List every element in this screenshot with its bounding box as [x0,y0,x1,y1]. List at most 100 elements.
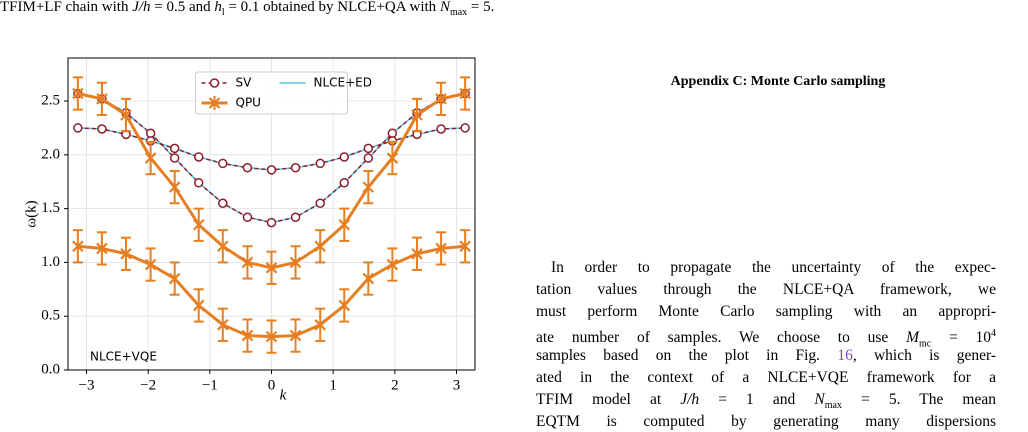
y-axis-label: ω(k) [23,200,39,227]
point-marker [209,78,220,88]
math-sup: 4 [991,328,996,339]
x-tick-label: −3 [79,377,95,393]
annotation: NLCE+VQE [90,350,157,364]
caption-math: J/h [132,0,151,15]
point-marker [120,109,132,121]
caption-math: N [439,0,450,15]
y-tick-label: 2.5 [41,92,60,108]
legend-label: QPU [236,96,261,110]
point-marker [96,242,108,255]
text-line: TFIM model at J/h = 1 and Nmax = 5. The … [536,390,996,416]
point-marker [362,181,375,193]
text-line: must perform Monte Carlo sampling with a… [536,302,996,322]
x-tick-label: 3 [453,377,461,393]
point-marker [169,153,180,163]
point-marker [363,153,374,163]
math: N [814,391,825,408]
point-marker [411,248,423,260]
section-heading: Appendix C: Monte Carlo sampling [670,74,886,89]
point-marker [72,240,84,253]
x-tick-label: 2 [391,377,399,393]
text: EQTM is computed by generating many disp… [536,413,996,430]
point-marker [314,240,326,253]
legend-label: SV [236,76,253,90]
point-marker [192,218,205,231]
math-sub: mc [918,338,932,350]
text: tation values through the NLCE+QA framew… [536,281,996,298]
point-marker [314,319,326,331]
plot-frame [67,57,476,371]
y-tick-label: 0.0 [41,361,60,377]
figure-link[interactable]: 16 [837,347,853,364]
y-tick-label: 1.5 [41,200,60,216]
caption-text: = 0.1 obtained by NLCE+QA with [224,0,440,15]
point-marker [386,152,399,164]
point-marker [436,124,446,134]
point-marker [459,87,471,100]
text-line: samples based on the plot in Fig. 16, wh… [536,346,996,366]
text: In order to propagate the uncertainty of… [551,259,996,276]
point-marker [169,143,180,154]
point-marker [289,329,302,342]
math: M [906,329,919,347]
point-marker [193,152,204,162]
text: , which is gener- [852,347,996,364]
caption-sub: l [221,7,225,18]
point-marker [192,299,205,312]
point-marker [241,329,254,342]
point-marker [73,123,83,133]
point-marker [218,158,228,169]
point-marker [290,162,301,173]
text-line: ated in the context of a NLCE+VQE framew… [536,368,996,388]
point-marker [97,124,107,134]
math: = 10 [931,329,991,347]
figure-caption: TFIM+LF chain with J/h = 0.5 and hl = 0.… [0,0,494,21]
point-marker [362,272,375,285]
point-marker [315,158,325,169]
text: must perform Monte Carlo sampling with a… [536,303,996,320]
caption-math: h [214,0,222,15]
point-marker [217,319,229,331]
point-marker [435,242,447,255]
y-tick-label: 0.5 [41,308,60,324]
legend-label: NLCE+ED [314,76,373,90]
text: = 5. The mean [841,391,997,408]
point-marker [168,181,181,193]
point-marker [242,212,253,222]
x-axis-label: k [280,387,287,403]
caption-text: TFIM+LF chain with [0,0,133,15]
point-marker [411,109,423,121]
point-marker [338,218,351,231]
point-marker [435,93,447,105]
point-marker [339,152,350,162]
point-marker [266,217,277,228]
math: J/h [680,391,700,408]
point-marker [120,248,132,260]
x-tick-label: −2 [140,377,156,393]
point-marker [144,258,157,271]
text: TFIM model at [536,391,681,408]
point-marker [315,198,325,208]
chart: k ω(k) −3 −2 −1 0 1 2 3 0.0 0.5 1.0 1.5 2.0 2.5 NLCE+… [23,57,476,403]
x-tick-label: 0 [268,377,276,393]
point-marker [144,152,157,164]
point-marker [72,87,84,100]
y-tick-label: 2.0 [41,146,60,162]
text-line: ate number of samples. We choose to use … [536,324,996,354]
point-marker [266,165,277,175]
caption-text: = 0.5 and [150,0,215,15]
legend-box [195,71,348,115]
text: ated in the context of a NLCE+VQE framew… [536,369,996,386]
text-line: In order to propagate the uncertainty of… [536,258,996,278]
point-marker [208,97,221,109]
text: ate number of samples. We choose to use [536,329,907,347]
point-marker [339,178,350,188]
point-marker [242,162,253,173]
point-marker [217,240,229,253]
point-marker [193,178,204,188]
point-marker [265,262,278,274]
text: samples based on the plot in Fig. [536,347,838,364]
y-tick-label: 1.0 [41,254,60,270]
point-marker [290,212,301,222]
